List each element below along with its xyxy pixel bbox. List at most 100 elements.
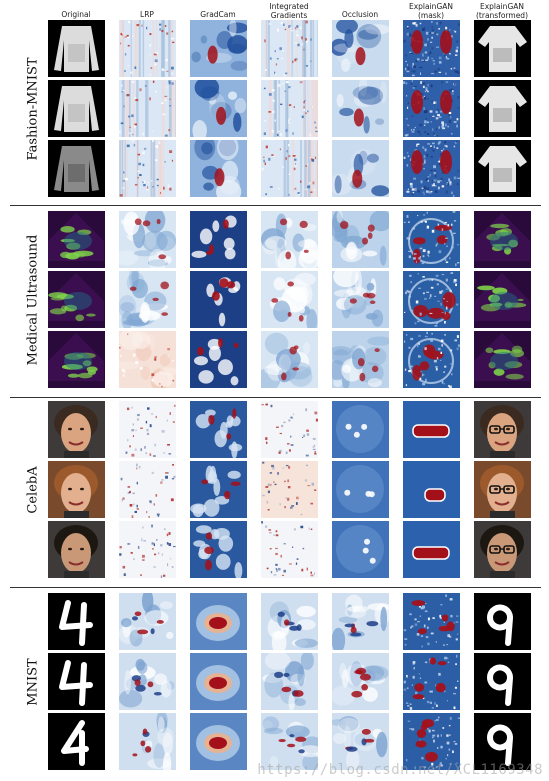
mnist-row3-gradcam-image	[190, 713, 247, 770]
ultrasound-row1-lrp-image	[119, 211, 176, 268]
ultrasound-row1-explaingan-transformed-image	[474, 211, 531, 268]
section-divider	[10, 397, 541, 398]
fashion-row1-gradcam-image	[190, 20, 247, 77]
fashion-row3-occlusion-image	[332, 140, 389, 197]
fashion-row2-explaingan-mask-image	[403, 80, 460, 137]
celeba-row1-gradcam-image	[190, 401, 247, 458]
fashion-row2-explaingan-transformed-image	[474, 80, 531, 137]
fashion-row2-occlusion-image	[332, 80, 389, 137]
fashion-row1-explaingan-transformed-image	[474, 20, 531, 77]
fashion-row2-integrated-gradients-image	[261, 80, 318, 137]
fashion-row3-explaingan-transformed-image	[474, 140, 531, 197]
fashion-row3-explaingan-mask-image	[403, 140, 460, 197]
celeba-row2-gradcam-image	[190, 461, 247, 518]
mnist-row2-lrp-image	[119, 653, 176, 710]
mnist-row1-gradcam-image	[190, 593, 247, 650]
mnist-row1-explaingan-mask-image	[403, 593, 460, 650]
fashion-row3-original-image	[48, 140, 105, 197]
section-label-fashion: Fashion-MNIST	[25, 56, 41, 161]
section-label-mnist: MNIST	[25, 657, 41, 706]
mnist-row2-gradcam-image	[190, 653, 247, 710]
ultrasound-row3-original-image	[48, 331, 105, 388]
celeba-row3-original-image	[48, 521, 105, 578]
column-header-7: ExplainGAN (transformed)	[476, 2, 528, 20]
ultrasound-row2-integrated-gradients-image	[261, 271, 318, 328]
section-divider	[10, 587, 541, 588]
ultrasound-row3-lrp-image	[119, 331, 176, 388]
celeba-row1-explaingan-mask-image	[403, 401, 460, 458]
ultrasound-row1-explaingan-mask-image	[403, 211, 460, 268]
section-label-ultrasound: Medical Ultrasound	[25, 234, 41, 365]
ultrasound-row2-occlusion-image	[332, 271, 389, 328]
ultrasound-row1-integrated-gradients-image	[261, 211, 318, 268]
section-label-celeba: CelebA	[25, 465, 41, 514]
mnist-row3-integrated-gradients-image	[261, 713, 318, 770]
fashion-row1-integrated-gradients-image	[261, 20, 318, 77]
celeba-row3-integrated-gradients-image	[261, 521, 318, 578]
mnist-row2-occlusion-image	[332, 653, 389, 710]
ultrasound-row1-original-image	[48, 211, 105, 268]
ultrasound-row3-integrated-gradients-image	[261, 331, 318, 388]
ultrasound-row2-explaingan-mask-image	[403, 271, 460, 328]
fashion-row2-original-image	[48, 80, 105, 137]
mnist-row3-occlusion-image	[332, 713, 389, 770]
column-header-3: GradCam	[200, 10, 236, 19]
fashion-row2-gradcam-image	[190, 80, 247, 137]
fashion-row3-integrated-gradients-image	[261, 140, 318, 197]
ultrasound-row1-gradcam-image	[190, 211, 247, 268]
ultrasound-row3-explaingan-transformed-image	[474, 331, 531, 388]
fashion-row2-lrp-image	[119, 80, 176, 137]
mnist-row2-explaingan-mask-image	[403, 653, 460, 710]
celeba-row3-gradcam-image	[190, 521, 247, 578]
mnist-row2-integrated-gradients-image	[261, 653, 318, 710]
mnist-row2-original-image	[48, 653, 105, 710]
celeba-row1-integrated-gradients-image	[261, 401, 318, 458]
column-header-6: ExplainGAN (mask)	[408, 2, 453, 20]
ultrasound-row1-occlusion-image	[332, 211, 389, 268]
celeba-row1-lrp-image	[119, 401, 176, 458]
celeba-row3-explaingan-mask-image	[403, 521, 460, 578]
celeba-row2-explaingan-mask-image	[403, 461, 460, 518]
mnist-row1-occlusion-image	[332, 593, 389, 650]
celeba-row2-original-image	[48, 461, 105, 518]
ultrasound-row3-gradcam-image	[190, 331, 247, 388]
celeba-row1-occlusion-image	[332, 401, 389, 458]
mnist-row2-explaingan-transformed-image	[474, 653, 531, 710]
celeba-row1-explaingan-transformed-image	[474, 401, 531, 458]
fashion-row1-occlusion-image	[332, 20, 389, 77]
celeba-row3-occlusion-image	[332, 521, 389, 578]
ultrasound-row2-lrp-image	[119, 271, 176, 328]
mnist-row3-explaingan-mask-image	[403, 713, 460, 770]
watermark-text: https://blog.csdn.net/XCL1169348	[257, 762, 543, 778]
ultrasound-row2-original-image	[48, 271, 105, 328]
mnist-row1-explaingan-transformed-image	[474, 593, 531, 650]
celeba-row3-explaingan-transformed-image	[474, 521, 531, 578]
ultrasound-row3-occlusion-image	[332, 331, 389, 388]
mnist-row3-lrp-image	[119, 713, 176, 770]
section-divider	[10, 205, 541, 206]
fashion-row1-lrp-image	[119, 20, 176, 77]
mnist-row1-lrp-image	[119, 593, 176, 650]
celeba-row3-lrp-image	[119, 521, 176, 578]
column-header-5: Occlusion	[341, 10, 379, 19]
celeba-row2-integrated-gradients-image	[261, 461, 318, 518]
ultrasound-row2-gradcam-image	[190, 271, 247, 328]
mnist-row3-original-image	[48, 713, 105, 770]
fashion-row1-explaingan-mask-image	[403, 20, 460, 77]
mnist-row3-explaingan-transformed-image	[474, 713, 531, 770]
column-header-1: Original	[61, 10, 91, 19]
mnist-row1-integrated-gradients-image	[261, 593, 318, 650]
mnist-row1-original-image	[48, 593, 105, 650]
ultrasound-row2-explaingan-transformed-image	[474, 271, 531, 328]
fashion-row3-lrp-image	[119, 140, 176, 197]
fashion-row1-original-image	[48, 20, 105, 77]
celeba-row1-original-image	[48, 401, 105, 458]
fashion-row3-gradcam-image	[190, 140, 247, 197]
ultrasound-row3-explaingan-mask-image	[403, 331, 460, 388]
column-header-4: Integrated Gradients	[269, 2, 309, 20]
column-header-2: LRP	[140, 10, 154, 19]
celeba-row2-explaingan-transformed-image	[474, 461, 531, 518]
celeba-row2-occlusion-image	[332, 461, 389, 518]
celeba-row2-lrp-image	[119, 461, 176, 518]
